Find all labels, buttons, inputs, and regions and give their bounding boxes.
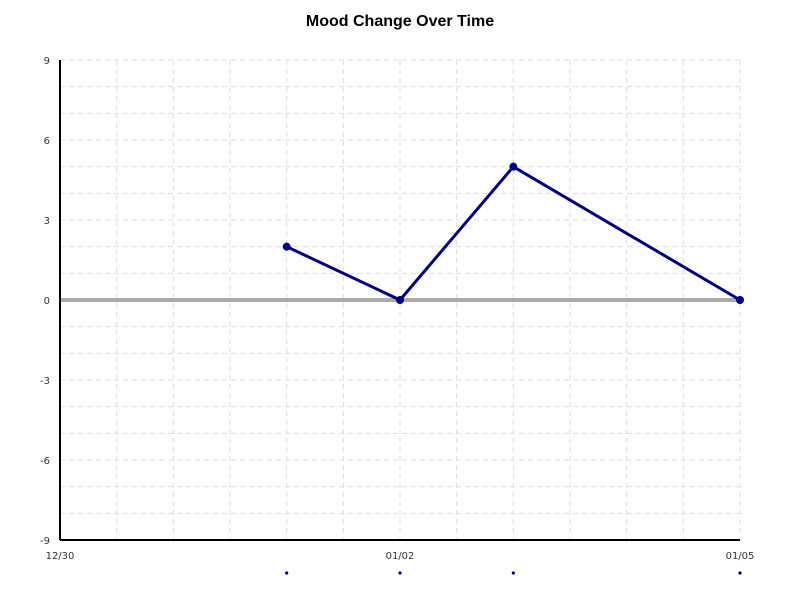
y-tick-label: 0 — [44, 296, 50, 307]
axes — [59, 60, 740, 541]
series-line — [286, 165, 741, 302]
x-tick-label: 12/30 — [46, 551, 75, 562]
x-rug-mark — [738, 571, 742, 575]
data-point — [396, 296, 404, 304]
y-tick-label: -9 — [40, 536, 50, 547]
y-tick-label: -3 — [40, 376, 50, 387]
data-point — [736, 296, 744, 304]
y-tick-label: 3 — [44, 216, 50, 227]
x-tick-label: 01/02 — [386, 551, 415, 562]
chart-title: Mood Change Over Time — [305, 13, 495, 30]
data-point — [509, 162, 518, 171]
x-tick-label: 01/05 — [726, 551, 755, 562]
y-tick-label: 9 — [44, 56, 50, 67]
data-point — [282, 242, 291, 251]
x-rug-marks — [285, 571, 742, 575]
y-tick-labels: 9 6 3 0 -3 -6 -9 — [40, 56, 50, 547]
series-group — [282, 162, 744, 304]
x-rug-mark — [511, 571, 515, 575]
x-tick-labels: 12/30 01/02 01/05 — [46, 551, 755, 562]
x-rug-mark — [285, 571, 289, 575]
y-tick-label: -6 — [40, 456, 50, 467]
grid — [60, 59, 741, 540]
x-rug-mark — [398, 571, 402, 575]
y-tick-label: 6 — [44, 136, 50, 147]
